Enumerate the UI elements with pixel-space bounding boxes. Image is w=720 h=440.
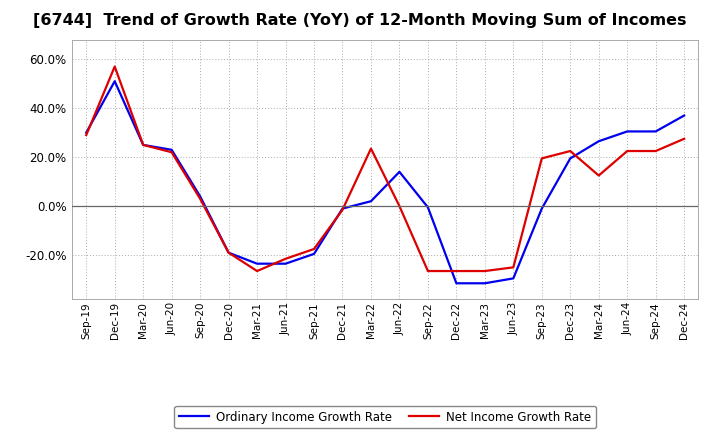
- Net Income Growth Rate: [423, 268, 432, 274]
- Ordinary Income Growth Rate: [282, 261, 290, 266]
- Ordinary Income Growth Rate: [196, 194, 204, 199]
- Ordinary Income Growth Rate: [82, 130, 91, 136]
- Ordinary Income Growth Rate: [310, 251, 318, 257]
- Line: Net Income Growth Rate: Net Income Growth Rate: [86, 66, 684, 271]
- Net Income Growth Rate: [310, 246, 318, 252]
- Net Income Growth Rate: [480, 268, 489, 274]
- Ordinary Income Growth Rate: [509, 276, 518, 281]
- Net Income Growth Rate: [139, 142, 148, 147]
- Net Income Growth Rate: [680, 136, 688, 141]
- Net Income Growth Rate: [595, 173, 603, 178]
- Ordinary Income Growth Rate: [623, 129, 631, 134]
- Ordinary Income Growth Rate: [566, 156, 575, 161]
- Line: Ordinary Income Growth Rate: Ordinary Income Growth Rate: [86, 81, 684, 283]
- Ordinary Income Growth Rate: [225, 250, 233, 255]
- Ordinary Income Growth Rate: [167, 147, 176, 152]
- Ordinary Income Growth Rate: [338, 206, 347, 211]
- Net Income Growth Rate: [509, 265, 518, 270]
- Net Income Growth Rate: [366, 146, 375, 151]
- Net Income Growth Rate: [338, 207, 347, 213]
- Ordinary Income Growth Rate: [139, 142, 148, 147]
- Ordinary Income Growth Rate: [110, 79, 119, 84]
- Ordinary Income Growth Rate: [480, 281, 489, 286]
- Net Income Growth Rate: [196, 196, 204, 202]
- Net Income Growth Rate: [110, 64, 119, 69]
- Net Income Growth Rate: [167, 150, 176, 155]
- Net Income Growth Rate: [395, 203, 404, 209]
- Ordinary Income Growth Rate: [253, 261, 261, 266]
- Net Income Growth Rate: [282, 256, 290, 261]
- Net Income Growth Rate: [225, 250, 233, 255]
- Net Income Growth Rate: [537, 156, 546, 161]
- Net Income Growth Rate: [253, 268, 261, 274]
- Ordinary Income Growth Rate: [652, 129, 660, 134]
- Net Income Growth Rate: [452, 268, 461, 274]
- Ordinary Income Growth Rate: [595, 139, 603, 144]
- Net Income Growth Rate: [566, 148, 575, 154]
- Legend: Ordinary Income Growth Rate, Net Income Growth Rate: Ordinary Income Growth Rate, Net Income …: [174, 406, 596, 428]
- Ordinary Income Growth Rate: [452, 281, 461, 286]
- Ordinary Income Growth Rate: [537, 206, 546, 211]
- Ordinary Income Growth Rate: [680, 113, 688, 118]
- Net Income Growth Rate: [82, 132, 91, 138]
- Text: [6744]  Trend of Growth Rate (YoY) of 12-Month Moving Sum of Incomes: [6744] Trend of Growth Rate (YoY) of 12-…: [33, 13, 687, 28]
- Net Income Growth Rate: [652, 148, 660, 154]
- Ordinary Income Growth Rate: [366, 198, 375, 204]
- Net Income Growth Rate: [623, 148, 631, 154]
- Ordinary Income Growth Rate: [423, 205, 432, 210]
- Ordinary Income Growth Rate: [395, 169, 404, 175]
